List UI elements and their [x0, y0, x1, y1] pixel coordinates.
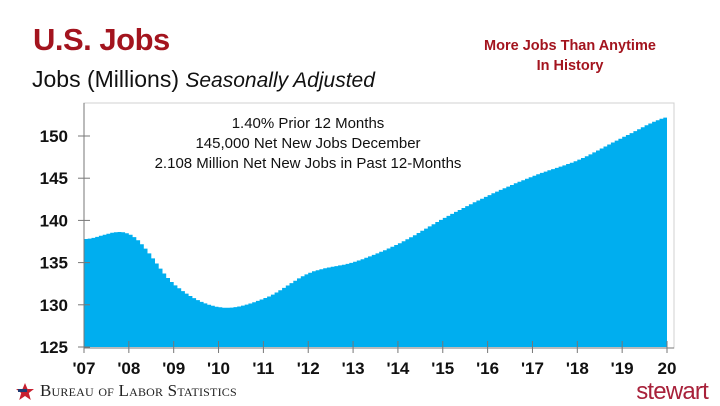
callout-line-1: More Jobs Than Anytime	[484, 38, 656, 54]
subtitle-adjustment: Seasonally Adjusted	[185, 69, 375, 92]
x-tick-label: '11	[252, 359, 274, 378]
y-tick-label: 125	[40, 338, 68, 357]
x-tick-label: '10	[207, 359, 230, 378]
stat-growth-rate: 1.40% Prior 12 Months	[231, 115, 385, 132]
bls-logo: Bureau of Labor Statistics	[14, 380, 237, 402]
callout-line-2: In History	[536, 58, 604, 74]
y-tick-label: 150	[40, 127, 68, 146]
x-tick-label: '13	[342, 359, 365, 378]
x-tick-label: '14	[386, 359, 409, 378]
stat-12-month-jobs: 2.108 Million Net New Jobs in Past 12-Mo…	[154, 155, 462, 172]
x-tick-label: '09	[162, 359, 185, 378]
x-tick-label: 20	[658, 359, 677, 378]
x-tick-label: '17	[521, 359, 544, 378]
x-tick-label: '19	[611, 359, 634, 378]
x-tick-label: '18	[566, 359, 589, 378]
y-tick-label: 135	[40, 254, 68, 273]
y-tick-label: 145	[40, 169, 68, 188]
x-tick-label: '08	[117, 359, 140, 378]
stats-annotation: 1.40% Prior 12 Months 145,000 Net New Jo…	[98, 114, 518, 174]
bls-source-label: Bureau of Labor Statistics	[40, 381, 237, 400]
stat-december-jobs: 145,000 Net New Jobs December	[195, 135, 421, 152]
y-axis-ticks: 125 130 135 140 145 150	[40, 127, 90, 357]
stewart-logo: stewart	[636, 378, 709, 405]
callout-annotation: More Jobs Than Anytime In History	[455, 36, 685, 76]
x-tick-label: '16	[476, 359, 499, 378]
x-axis-ticks: '07 '08 '09 '10 '11 '12 '13 '14 '15 '16 '17 '18 '19 2…	[73, 341, 677, 378]
bls-star-icon	[16, 383, 34, 400]
subtitle-units: Jobs (Millions)	[32, 66, 186, 92]
chart-subtitle: Jobs (Millions) Seasonally Adjusted	[32, 66, 375, 93]
jobs-area-series	[84, 116, 667, 347]
x-tick-label: '15	[431, 359, 454, 378]
x-tick-label: '12	[297, 359, 320, 378]
chart-title: U.S. Jobs	[33, 22, 170, 57]
x-tick-label: '07	[73, 359, 96, 378]
y-tick-label: 130	[40, 296, 68, 315]
y-tick-label: 140	[40, 211, 68, 230]
